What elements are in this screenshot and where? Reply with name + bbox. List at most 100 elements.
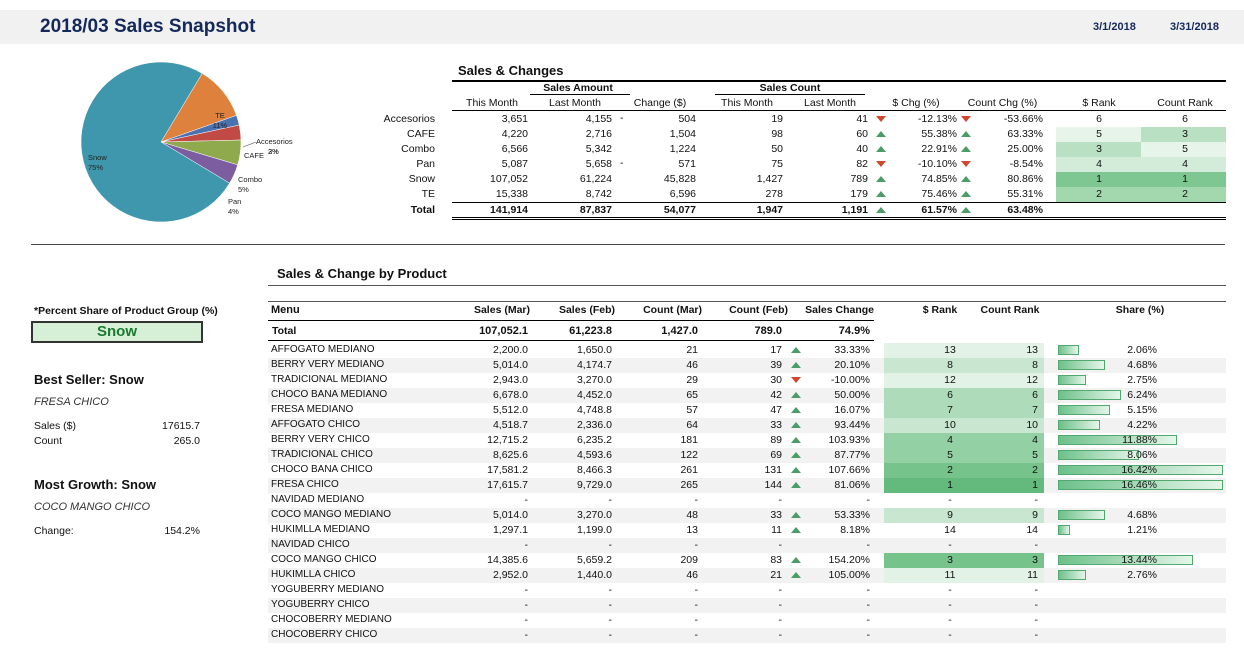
sales-rank: 3	[947, 554, 953, 566]
share-bar	[1058, 480, 1223, 490]
sales-rank: 3	[1096, 143, 1102, 155]
sales-rank: -	[948, 494, 952, 506]
count-mar: -	[694, 539, 699, 551]
count-rank: -	[1034, 539, 1039, 551]
last-month: 61,224	[579, 173, 612, 185]
sales-feb: 1,440.0	[576, 569, 612, 581]
sales-mar: 5,014.0	[492, 359, 528, 371]
arrow-up-icon	[961, 207, 971, 213]
change-amount: 1,224	[669, 143, 696, 155]
this-month: 6,566	[501, 143, 528, 155]
count-rank: 11	[1027, 569, 1038, 581]
count-last-month: 82	[856, 158, 868, 170]
count-rank: 7	[1032, 404, 1038, 416]
count-mar: 265	[680, 479, 698, 491]
count-rank: -	[1034, 599, 1039, 611]
pie-chart: TE 11% Accesorios 2%CAFE 3% Combo 5% Pan 4% Snow 7…	[80, 61, 293, 223]
share-value: 8.06%	[1127, 449, 1157, 461]
count-feb: 144	[764, 479, 782, 491]
count-feb: 30	[770, 374, 782, 386]
sales-mar: 4,518.7	[492, 419, 528, 431]
arrow-down-icon	[876, 116, 886, 122]
share-value: 13.44%	[1121, 554, 1157, 566]
menu-item: YOGUBERRY MEDIANO	[271, 584, 384, 595]
sales-change: -10.00%	[830, 374, 870, 386]
total-count-feb: 789.0	[754, 325, 782, 337]
column-header: Sales (Mar)	[473, 304, 530, 316]
best-seller-sales-value: 17615.7	[162, 420, 200, 432]
arrow-down-icon	[876, 161, 886, 167]
rank-fill	[884, 403, 1044, 418]
arrow-up-icon	[791, 527, 801, 533]
count-last-month: 40	[856, 143, 868, 155]
sales-feb: -	[608, 584, 613, 596]
count-rank: 4	[1182, 158, 1188, 170]
sales-rank: 5	[947, 449, 953, 461]
count-this-month: 19	[771, 113, 783, 125]
menu-item: COCO MANGO MEDIANO	[271, 509, 392, 520]
sales-change: -	[866, 599, 871, 611]
product-group-selector[interactable]: Snow	[31, 321, 203, 343]
rule	[268, 285, 1226, 286]
sales-rank: 2	[947, 464, 953, 476]
count-feb: 83	[770, 554, 782, 566]
rank-fill	[884, 373, 1044, 388]
sales-feb: -	[608, 599, 613, 611]
sales-mar: -	[524, 614, 529, 626]
sales-rank: 5	[1096, 128, 1102, 140]
last-month: 5,342	[585, 143, 612, 155]
arrow-up-icon	[791, 407, 801, 413]
arrow-up-icon	[791, 512, 801, 518]
sales-feb: -	[608, 629, 613, 641]
rank-fill	[884, 508, 1044, 523]
row-stripe	[268, 598, 1226, 613]
count-pct-change: 55.31%	[1007, 188, 1043, 200]
share-value: 16.42%	[1121, 464, 1157, 476]
sales-feb: -	[608, 614, 613, 626]
pie-label-snow: Snow 75%	[88, 153, 107, 172]
count-feb: 89	[770, 434, 782, 446]
sales-feb: 2,336.0	[576, 419, 612, 431]
rank-fill	[884, 568, 1044, 583]
sales-mar: 1,297.1	[492, 524, 528, 536]
share-value: 4.68%	[1127, 509, 1157, 521]
row-label: TE	[421, 188, 435, 200]
column-header: Count Chg (%)	[967, 97, 1038, 109]
sales-mar: 17,615.7	[487, 479, 528, 491]
sales-rank: -	[948, 584, 952, 596]
sales-change: 154.20%	[828, 554, 870, 566]
column-header: This Month	[466, 97, 518, 109]
column-header: Share (%)	[1115, 304, 1165, 316]
count-feb: 131	[764, 464, 782, 476]
share-bar	[1058, 375, 1086, 385]
total-last-month: 87,837	[579, 204, 612, 216]
rule	[452, 110, 1226, 111]
sales-feb: 3,270.0	[576, 374, 612, 386]
total-this-month: 141,914	[490, 204, 528, 216]
column-header: Count Rank	[980, 304, 1040, 316]
change-amount: 1,504	[669, 128, 696, 140]
change-amount: 504	[678, 113, 696, 125]
rule	[715, 94, 865, 95]
menu-item: FRESA CHICO	[271, 479, 339, 490]
best-seller-sales-label: Sales ($)	[34, 420, 77, 432]
arrow-up-icon	[876, 207, 886, 213]
end-date: 3/31/2018	[1170, 21, 1219, 33]
sales-mar: 2,952.0	[492, 569, 528, 581]
menu-item: NAVIDAD CHICO	[271, 539, 350, 550]
rank-fill	[1056, 142, 1141, 157]
sales-change: 107.66%	[828, 464, 870, 476]
sales-change: -	[866, 629, 871, 641]
count-mar: 46	[686, 569, 698, 581]
pct-change: 22.91%	[921, 143, 957, 155]
menu-item: YOGUBERRY CHICO	[271, 599, 370, 610]
row-label: Pan	[416, 158, 435, 170]
total-label: Total	[410, 204, 435, 216]
count-rank: 2	[1182, 188, 1188, 200]
sales-change: 103.93%	[828, 434, 870, 446]
sales-rank: 6	[947, 389, 953, 401]
sales-change: -	[866, 494, 871, 506]
count-this-month: 75	[771, 158, 783, 170]
best-seller-item: FRESA CHICO	[34, 396, 109, 408]
arrow-up-icon	[791, 392, 801, 398]
